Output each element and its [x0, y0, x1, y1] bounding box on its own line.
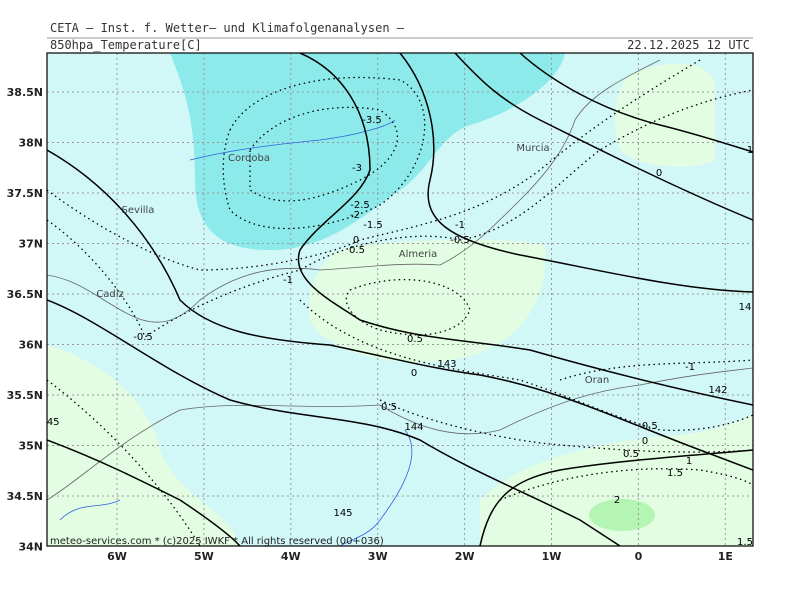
- contour-label: -3: [352, 163, 362, 174]
- isotherm: [47, 379, 201, 546]
- contour-label: -3.5: [362, 115, 382, 126]
- city-label: Cordoba: [228, 153, 270, 164]
- contour-label: 0.5: [349, 245, 365, 256]
- mild-region: [480, 415, 753, 546]
- contour-label: 1: [747, 145, 753, 156]
- contour-label: 0.5: [623, 449, 639, 460]
- lon-label: 1E: [718, 550, 733, 563]
- isotherm: [559, 359, 753, 381]
- mild-region: [309, 239, 546, 363]
- contour-label: -2: [350, 210, 360, 221]
- contour-label: 1.5: [737, 537, 753, 548]
- isotherms: [47, 59, 753, 546]
- coastline: [47, 59, 661, 323]
- contour-label: 143: [437, 359, 456, 370]
- lat-label: 35.5N: [7, 389, 43, 402]
- lat-label: 37N: [18, 238, 43, 251]
- coastline: [47, 367, 753, 501]
- warm-region: [589, 499, 655, 531]
- contour-label: -0.5: [638, 421, 658, 432]
- lon-label: 6W: [107, 550, 127, 563]
- isotherm: [345, 279, 471, 336]
- lon-label: 1W: [542, 550, 562, 563]
- lon-label: 2W: [455, 550, 475, 563]
- city-label: Oran: [585, 375, 609, 386]
- lat-label: 38N: [18, 137, 43, 150]
- coastlines: [47, 59, 753, 546]
- contour-line: [47, 149, 753, 471]
- contour-line: [47, 439, 241, 546]
- header-title: CETA – Inst. f. Wetter– und Klimafolgena…: [50, 21, 405, 35]
- isotherm: [222, 76, 426, 230]
- contour-label: 0.5: [381, 402, 397, 413]
- contour-label: -1: [685, 362, 695, 373]
- contour-label: 0.5: [407, 334, 423, 345]
- lat-label: 37.5N: [7, 187, 43, 200]
- contour-label: 0: [642, 436, 648, 447]
- river: [59, 499, 121, 521]
- contour-label: 145: [333, 508, 352, 519]
- field-name: 850hpa_Temperature[C]: [50, 38, 202, 52]
- contour-line: [297, 53, 753, 406]
- contour-line: [399, 53, 753, 293]
- lat-label: 35N: [18, 440, 43, 453]
- valid-date: 22.12.2025 12 UTC: [627, 38, 750, 52]
- contour-label: -1: [283, 275, 293, 286]
- lon-label: 3W: [368, 550, 388, 563]
- lat-label: 36N: [18, 339, 43, 352]
- contour-label: 144: [404, 422, 423, 433]
- contour-label: 0: [353, 235, 359, 246]
- contour-label: 142: [708, 385, 727, 396]
- lat-label: 34.5N: [7, 490, 43, 503]
- river: [339, 429, 413, 546]
- lon-label: 5W: [194, 550, 214, 563]
- city-label: Sevilla: [122, 205, 155, 216]
- contour-label: 0: [656, 168, 662, 179]
- cold-region: [170, 53, 565, 250]
- contour-line: [479, 449, 753, 546]
- contour-line: [519, 53, 753, 153]
- lat-label: 38.5N: [7, 86, 43, 99]
- map-area: Cordoba Sevilla Murcia Almeria Cadiz Oran -3.5…: [40, 52, 754, 548]
- isotherm: [499, 468, 753, 501]
- map-frame: [46, 52, 754, 547]
- contour-line: [454, 53, 753, 221]
- contour-line: [47, 299, 621, 546]
- contour-label: -0.5: [133, 332, 153, 343]
- contour-label: 1: [686, 456, 692, 467]
- contour-label: 2: [614, 495, 620, 506]
- isohypses: [47, 53, 753, 546]
- contour-label: -2.5: [350, 200, 370, 211]
- footer: meteo-services.com * (c)2025 IWKF * All …: [50, 536, 384, 547]
- isotherm: [249, 106, 398, 202]
- river: [189, 119, 396, 161]
- lon-label: 4W: [281, 550, 301, 563]
- contour-label: -1.5: [363, 220, 383, 231]
- city-label: Murcia: [516, 143, 549, 154]
- contour-label: 145: [40, 417, 59, 428]
- city-label: Cadiz: [96, 289, 124, 300]
- mild-region: [614, 63, 715, 167]
- contour-label: -0.5: [450, 235, 470, 246]
- city-label: Almeria: [399, 249, 438, 260]
- contour-label: 1.5: [667, 468, 683, 479]
- lat-label: 34N: [18, 541, 43, 554]
- contour-label: 0: [411, 368, 417, 379]
- isotherm: [379, 399, 753, 453]
- lat-label: 36.5N: [7, 288, 43, 301]
- lon-label: 0: [635, 550, 643, 563]
- contour-label: 14: [739, 302, 752, 313]
- contour-label: -1: [455, 220, 465, 231]
- isotherm: [299, 299, 753, 431]
